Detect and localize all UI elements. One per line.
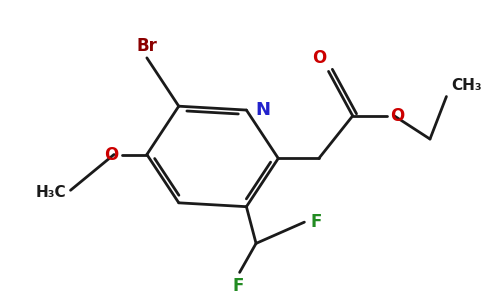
Text: F: F	[232, 277, 243, 295]
Text: H₃C: H₃C	[36, 185, 67, 200]
Text: Br: Br	[136, 37, 157, 55]
Text: CH₃: CH₃	[451, 78, 482, 93]
Text: O: O	[391, 107, 405, 125]
Text: O: O	[312, 49, 327, 67]
Text: F: F	[310, 213, 321, 231]
Text: O: O	[104, 146, 118, 164]
Text: N: N	[255, 101, 270, 119]
